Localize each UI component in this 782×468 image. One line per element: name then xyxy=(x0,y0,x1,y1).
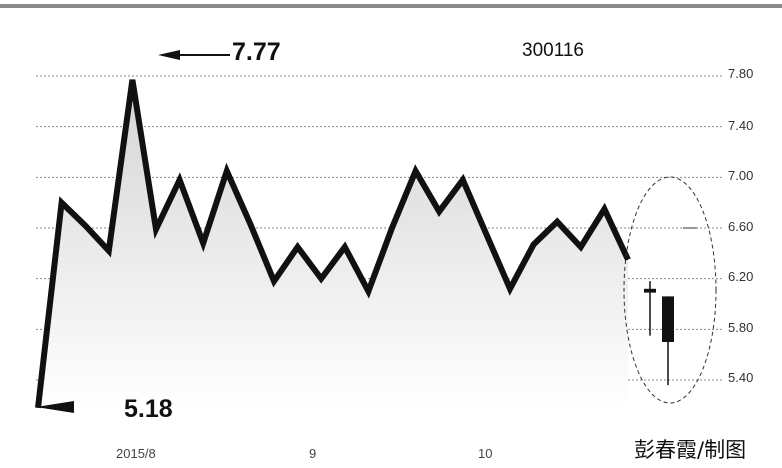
price-line xyxy=(35,79,631,409)
price-area-fill xyxy=(38,79,628,408)
y-tick-label: 7.40 xyxy=(728,118,754,133)
y-tick-label: 5.80 xyxy=(728,320,754,335)
y-tick-label: 5.40 xyxy=(728,370,754,385)
top-rule xyxy=(0,4,782,8)
low-pointer-arrowhead xyxy=(36,401,74,413)
x-tick-label: 2015/8 xyxy=(116,446,156,461)
x-tick-label: 9 xyxy=(309,446,317,461)
stock-code: 300116 xyxy=(522,40,584,61)
credit-label: 彭春霞/制图 xyxy=(634,438,747,462)
low-price-label: 5.18 xyxy=(124,395,173,423)
y-tick-label: 7.00 xyxy=(728,168,754,183)
high-pointer-arrowhead xyxy=(158,50,180,60)
candle-highlight-ellipse xyxy=(623,176,717,404)
high-price-label: 7.77 xyxy=(232,38,281,66)
y-tick-label: 6.20 xyxy=(728,269,754,284)
candle-body xyxy=(662,296,674,342)
y-tick-label: 7.80 xyxy=(728,66,754,81)
x-tick-label: 10 xyxy=(478,446,493,461)
y-tick-label: 6.60 xyxy=(728,219,754,234)
candle-body xyxy=(644,288,656,293)
